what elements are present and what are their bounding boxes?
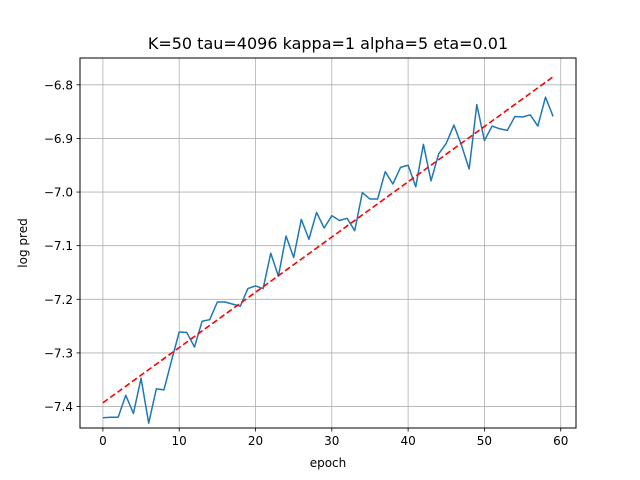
- y-tick-label: −6.9: [44, 132, 73, 146]
- x-tick-label: 20: [248, 434, 263, 448]
- x-tick-label: 10: [172, 434, 187, 448]
- series-line: [102, 96, 554, 424]
- x-axis-label: epoch: [310, 456, 347, 470]
- y-tick-label: −7.1: [44, 239, 73, 253]
- trend-line-dashed: [102, 76, 554, 404]
- x-tick-label: 0: [99, 434, 107, 448]
- ticks: 0 10 20 30 40 50 60 −7.4 −7.3 −7.2 −7.1 −7.0 −6.9 −6.…: [44, 78, 569, 448]
- series-layer: [102, 76, 554, 424]
- x-tick-label: 30: [324, 434, 339, 448]
- grid: [80, 58, 576, 428]
- x-tick-label: 60: [553, 434, 568, 448]
- y-axis-label: log pred: [16, 218, 30, 267]
- plot-frame: [79, 57, 577, 429]
- chart-title: K=50 tau=4096 kappa=1 alpha=5 eta=0.01: [148, 34, 508, 53]
- y-tick-label: −7.4: [44, 400, 73, 414]
- y-tick-label: −7.3: [44, 346, 73, 360]
- y-tick-label: −6.8: [44, 78, 73, 92]
- y-tick-label: −7.2: [44, 293, 73, 307]
- x-tick-label: 50: [477, 434, 492, 448]
- x-tick-label: 40: [400, 434, 415, 448]
- y-tick-label: −7.0: [44, 186, 73, 200]
